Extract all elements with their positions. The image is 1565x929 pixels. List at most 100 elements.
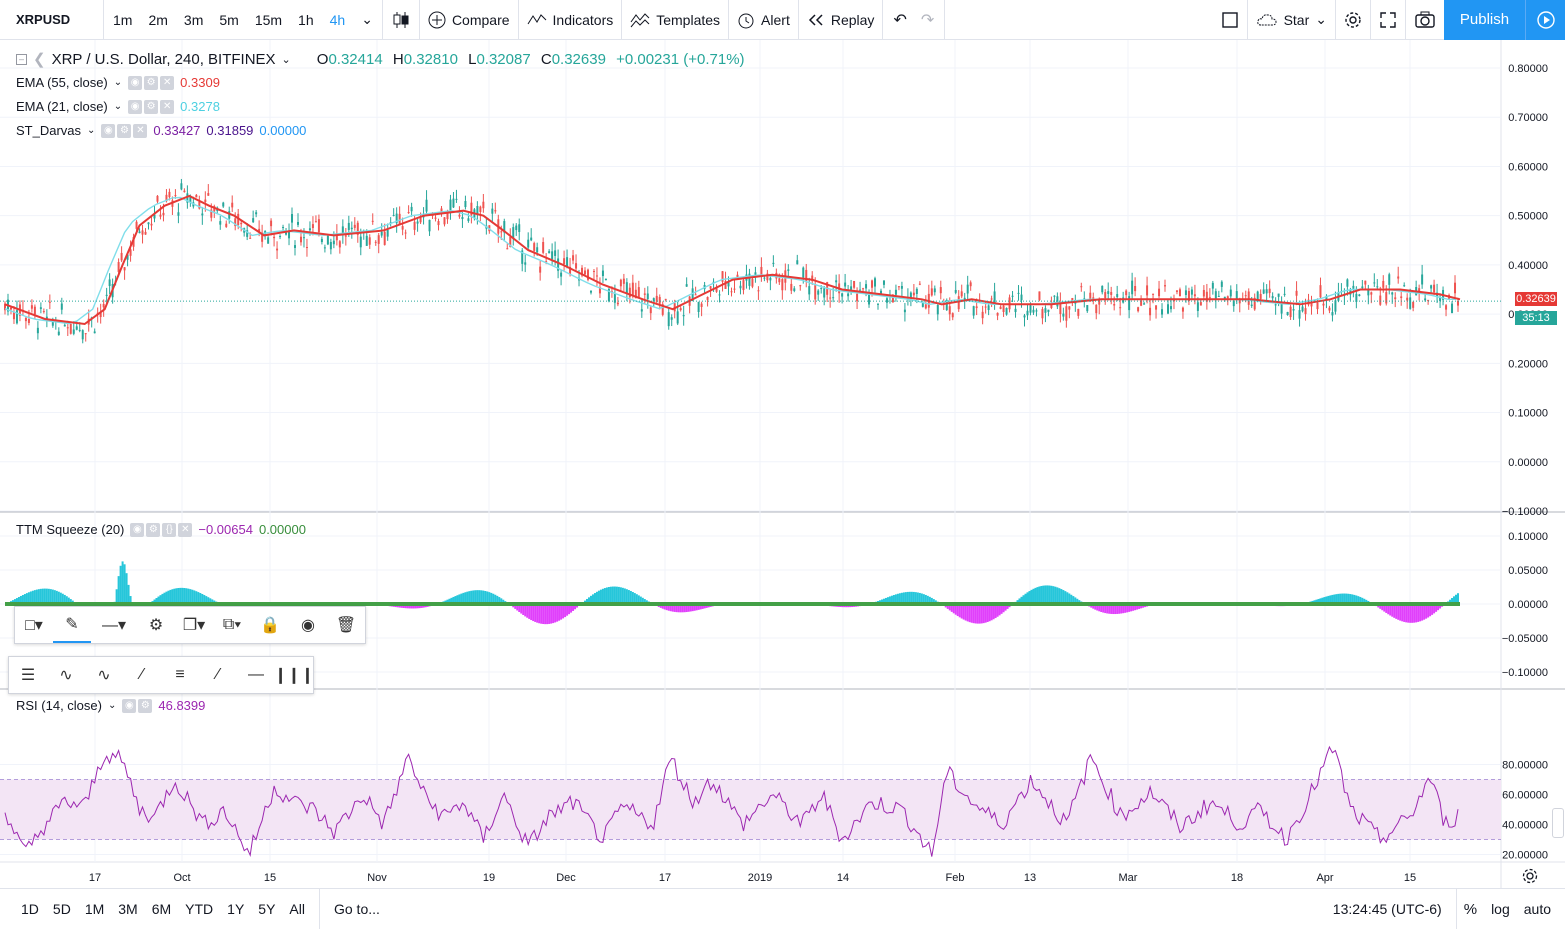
lock-icon[interactable]: 🔒 <box>260 617 280 634</box>
eye-icon[interactable]: ◉ <box>301 617 315 634</box>
undo-icon[interactable]: ↶ <box>893 11 907 29</box>
pencil-icon[interactable]: ✎ <box>53 607 91 643</box>
chevron-down-icon[interactable]: ⌄ <box>281 53 291 66</box>
eye-icon[interactable]: ◉ <box>128 99 143 114</box>
range-1m[interactable]: 1M <box>84 901 105 917</box>
indicators-button[interactable]: Indicators <box>519 0 623 40</box>
templates-button[interactable]: Templates <box>622 0 730 40</box>
chevron-down-icon[interactable]: ⌄ <box>87 125 96 136</box>
layout-button[interactable] <box>1213 0 1248 40</box>
chevron-down-icon[interactable]: ⌄ <box>113 101 123 112</box>
range-1y[interactable]: 1Y <box>227 901 245 917</box>
star-button[interactable]: Star ⌄ <box>1248 0 1336 40</box>
braces-icon[interactable]: {} <box>162 522 177 537</box>
compare-button[interactable]: Compare <box>420 0 519 40</box>
series-title[interactable]: XRP / U.S. Dollar, 240, BITFINEX <box>51 50 276 68</box>
trend-line-icon[interactable]: ∕ <box>140 666 144 683</box>
replay-button[interactable]: Replay <box>799 0 884 40</box>
indicator-controls[interactable]: ◉ ⚙{} ✕ <box>130 522 193 537</box>
symbol-search[interactable]: XRPUSD <box>0 0 104 40</box>
candle-body <box>1137 307 1140 312</box>
ttm-label[interactable]: TTM Squeeze (20) <box>16 522 125 537</box>
close-icon[interactable]: ✕ <box>178 522 193 537</box>
line-style-icon[interactable]: —▾ <box>101 617 127 634</box>
ema21-legend[interactable]: EMA (21, close) ⌄ ◉ ⚙ ✕ 0.3278 <box>16 99 220 114</box>
gear-icon[interactable]: ⚙ <box>117 123 132 138</box>
horizontal-lines-icon[interactable]: ☰ <box>20 667 36 684</box>
log-toggle[interactable]: log <box>1491 901 1510 917</box>
gear-icon[interactable]: ⚙ <box>148 617 164 634</box>
fullscreen-button[interactable] <box>1371 0 1406 40</box>
alert-button[interactable]: Alert <box>729 0 799 40</box>
time-tick-label: 17 <box>89 872 101 884</box>
eye-icon[interactable]: ◉ <box>101 123 116 138</box>
clock[interactable]: 13:24:45 (UTC-6) <box>1326 889 1457 929</box>
close-icon[interactable]: ✕ <box>160 99 175 114</box>
publish-button[interactable]: Publish <box>1444 0 1565 40</box>
ema55-label[interactable]: EMA (55, close) <box>16 75 108 90</box>
close-icon[interactable]: ✕ <box>133 123 148 138</box>
scroll-handle[interactable] <box>1552 808 1564 838</box>
eye-icon[interactable]: ◉ <box>122 698 137 713</box>
indicator-controls[interactable]: ◉ ⚙ ✕ <box>101 123 148 138</box>
dotted-box-icon[interactable]: □▾ <box>25 617 43 634</box>
gear-icon[interactable]: ⚙ <box>138 698 153 713</box>
timeframe-1m[interactable]: 1m <box>113 11 133 28</box>
rsi-legend[interactable]: RSI (14, close) ⌄ ◉ ⚙ 46.8399 <box>16 698 205 713</box>
play-icon[interactable] <box>1526 10 1565 30</box>
ema55-legend[interactable]: EMA (55, close) ⌄ ◉ ⚙ ✕ 0.3309 <box>16 75 220 90</box>
percent-toggle[interactable]: % <box>1463 900 1478 918</box>
range-1d[interactable]: 1D <box>21 901 39 917</box>
indicator-controls[interactable]: ◉ ⚙ ✕ <box>128 75 175 90</box>
candle-body <box>428 219 431 232</box>
chevron-down-icon[interactable]: ⌄ <box>361 11 373 27</box>
chart-canvas[interactable]: 17 Oct 15 Nov 19 Dec 17 2019 14 Feb 13 Mar 18 Apr 15 0.… <box>0 40 1565 888</box>
goto-button[interactable]: Go to... <box>333 901 380 917</box>
ema21-label[interactable]: EMA (21, close) <box>16 99 108 114</box>
chevron-down-icon[interactable]: ⌄ <box>107 700 117 711</box>
range-5d[interactable]: 5D <box>52 901 71 917</box>
horizontal-ray-icon[interactable]: — <box>248 666 264 683</box>
candle-body <box>760 266 763 276</box>
eye-icon[interactable]: ◉ <box>128 75 143 90</box>
gear-icon[interactable]: ⚙ <box>144 75 159 90</box>
clone-icon[interactable]: ⧉▾ <box>222 616 242 633</box>
gear-icon[interactable]: ⚙ <box>146 522 161 537</box>
range-6m[interactable]: 6M <box>151 901 172 917</box>
pitchfork-icon[interactable]: ≡ <box>175 666 185 683</box>
darvas-label[interactable]: ST_Darvas <box>16 123 82 138</box>
settings-button[interactable] <box>1336 0 1371 40</box>
chevron-down-icon[interactable]: ⌄ <box>113 77 123 88</box>
elliott-correction-icon[interactable]: ∿ <box>97 667 111 684</box>
timeframe-3m[interactable]: 3m <box>183 11 204 28</box>
close-icon[interactable]: ✕ <box>160 75 175 90</box>
ray-icon[interactable]: ∕ <box>216 666 220 683</box>
indicator-controls[interactable]: ◉ ⚙ <box>122 698 153 713</box>
trash-icon[interactable]: 🗑 <box>335 617 357 634</box>
range-5y[interactable]: 5Y <box>258 901 276 917</box>
fib-icon[interactable]: ❙❙❙ <box>273 667 315 684</box>
rsi-label[interactable]: RSI (14, close) <box>16 698 102 713</box>
gear-icon[interactable] <box>1522 868 1538 884</box>
timeframe-4h[interactable]: 4h <box>329 11 346 28</box>
auto-toggle[interactable]: auto <box>1523 901 1551 917</box>
indicator-controls[interactable]: ◉ ⚙ ✕ <box>128 99 175 114</box>
timeframe-1h[interactable]: 1h <box>298 11 314 28</box>
template-icon[interactable]: ❐▾ <box>182 617 206 634</box>
timeframe-15m[interactable]: 15m <box>254 11 283 28</box>
ttm-legend[interactable]: TTM Squeeze (20) ◉ ⚙{} ✕ −0.00654 0.00000 <box>16 522 306 537</box>
chart-type-button[interactable] <box>383 0 420 40</box>
elliott-impulse-icon[interactable]: ∿ <box>59 667 73 684</box>
redo-icon[interactable]: ↷ <box>920 11 935 29</box>
timeframe-5m[interactable]: 5m <box>219 11 239 28</box>
candle-body <box>1161 309 1164 315</box>
eye-icon[interactable]: ◉ <box>130 522 145 537</box>
range-3m[interactable]: 3M <box>118 901 138 917</box>
gear-icon[interactable]: ⚙ <box>144 99 159 114</box>
range-ytd[interactable]: YTD <box>185 901 214 917</box>
collapse-icon[interactable]: – <box>16 53 27 65</box>
range-all[interactable]: All <box>289 901 305 917</box>
snapshot-button[interactable] <box>1406 0 1444 40</box>
timeframe-2m[interactable]: 2m <box>148 11 168 28</box>
darvas-legend[interactable]: ST_Darvas ⌄ ◉ ⚙ ✕ 0.33427 0.31859 0.00000 <box>16 123 306 138</box>
